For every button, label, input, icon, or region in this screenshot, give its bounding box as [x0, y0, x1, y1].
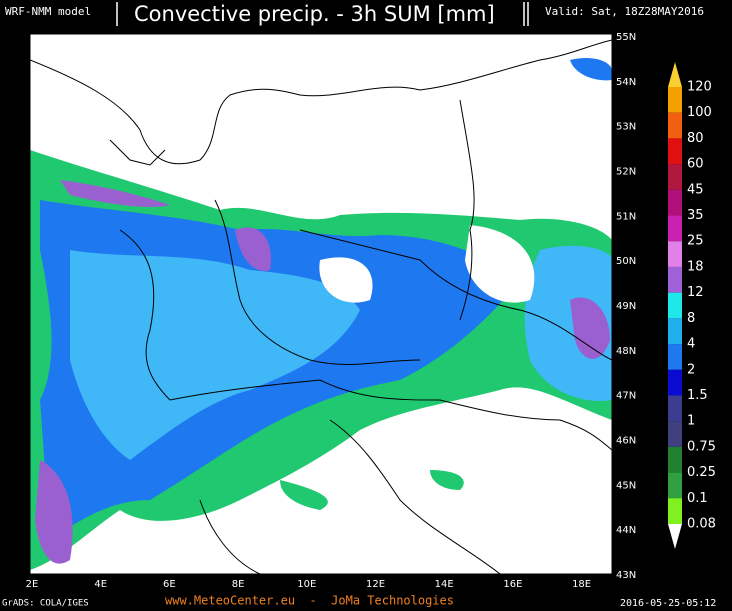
site-credit: www.MeteoCenter.eu - JoMa Technologies: [165, 594, 454, 608]
model-label: WRF-NMM model: [5, 5, 91, 18]
precip-area: [35, 460, 73, 564]
colorbar-box: [668, 472, 682, 499]
colorbar-box: [668, 164, 682, 190]
colorbar-box: [668, 292, 682, 319]
precip-area: [570, 297, 610, 359]
lat-label: 43N: [616, 570, 636, 581]
lat-label: 55N: [616, 32, 636, 43]
credit: GrADS: COLA/IGES: [2, 599, 89, 609]
lat-label: 50N: [616, 256, 636, 267]
colorbar-label: 60: [687, 157, 704, 172]
precip-area: [60, 180, 170, 207]
lon-label: 8E: [232, 579, 245, 590]
colorbar-label: 8: [687, 311, 695, 326]
lon-label: 4E: [94, 579, 107, 590]
colorbar-label: 80: [687, 131, 704, 146]
precip-area: [70, 250, 360, 460]
lat-label: 44N: [616, 525, 636, 536]
colorbar-box: [668, 395, 682, 422]
lon-label: 14E: [435, 579, 454, 590]
colorbar-label: 0.1: [687, 491, 708, 506]
colorbar-box: [668, 215, 682, 242]
timestamp: 2016-05-25-05:12: [620, 598, 716, 609]
colorbar-label: 0.25: [687, 465, 716, 480]
colorbar-box: [668, 266, 682, 293]
lat-label: 46N: [616, 436, 636, 447]
colorbar-cap: [668, 524, 682, 549]
map: [29, 33, 613, 575]
lon-label: 6E: [163, 579, 176, 590]
colorbar-box: [668, 421, 682, 447]
colorbar-box: [668, 498, 682, 524]
lon-label: 16E: [503, 579, 522, 590]
lon-label: 2E: [26, 579, 39, 590]
colorbar: 120 100 80 60 45 35 25 18 12 8 4 2 1.5 1 0.75 0.25 0.1 0.…: [668, 62, 716, 549]
colorbar-box: [668, 318, 682, 345]
colorbar-label: 25: [687, 234, 704, 249]
colorbar-box: [668, 112, 682, 139]
precip-area: [570, 58, 612, 81]
colorbar-label: 35: [687, 208, 704, 223]
precip-area: [430, 470, 464, 490]
colorbar-box: [668, 138, 682, 165]
colorbar-label: 12: [687, 285, 704, 300]
precip-area: [280, 480, 328, 510]
dry-area: [319, 257, 373, 303]
colorbar-box: [668, 446, 682, 473]
lat-labels: 55N 54N 53N 52N 51N 50N 49N 48N 47N 46N 45N 44N 43N: [616, 32, 636, 581]
lat-label: 45N: [616, 480, 636, 491]
colorbar-label: 2: [687, 362, 695, 377]
colorbar-label: 45: [687, 182, 704, 197]
map-frame: [29, 33, 613, 575]
lon-labels: 2E 4E 6E 8E 10E 12E 14E 16E 18E: [26, 579, 591, 590]
borders: [30, 39, 612, 574]
colorbar-box: [668, 87, 682, 113]
colorbar-label: 1.5: [687, 388, 708, 403]
lat-label: 48N: [616, 346, 636, 357]
colorbar-box: [668, 189, 682, 216]
dry-area: [465, 225, 535, 303]
lon-label: 18E: [572, 579, 591, 590]
colorbar-box: [668, 344, 682, 370]
colorbar-box: [668, 369, 682, 396]
colorbar-label: 120: [687, 80, 712, 95]
colorbar-label: 100: [687, 105, 712, 120]
lat-label: 51N: [616, 211, 636, 222]
lat-label: 49N: [616, 301, 636, 312]
precip-area: [524, 245, 612, 401]
colorbar-label: 0.75: [687, 439, 716, 454]
colorbar-label: 1: [687, 414, 695, 429]
precip-area: [235, 227, 271, 271]
colorbar-label: 18: [687, 259, 704, 274]
colorbar-cap: [668, 62, 682, 87]
lat-label: 47N: [616, 391, 636, 402]
lat-label: 54N: [616, 77, 636, 88]
lon-label: 10E: [297, 579, 316, 590]
colorbar-label: 4: [687, 337, 695, 352]
colorbar-box: [668, 241, 682, 267]
valid-time: Valid: Sat, 18Z28MAY2016: [545, 5, 704, 18]
lon-label: 12E: [366, 579, 385, 590]
precip-field: [30, 58, 612, 570]
lat-label: 53N: [616, 122, 636, 133]
colorbar-label: 0.08: [687, 517, 716, 532]
lat-label: 52N: [616, 167, 636, 178]
map-title: Convective precip. - 3h SUM [mm]: [134, 2, 495, 26]
